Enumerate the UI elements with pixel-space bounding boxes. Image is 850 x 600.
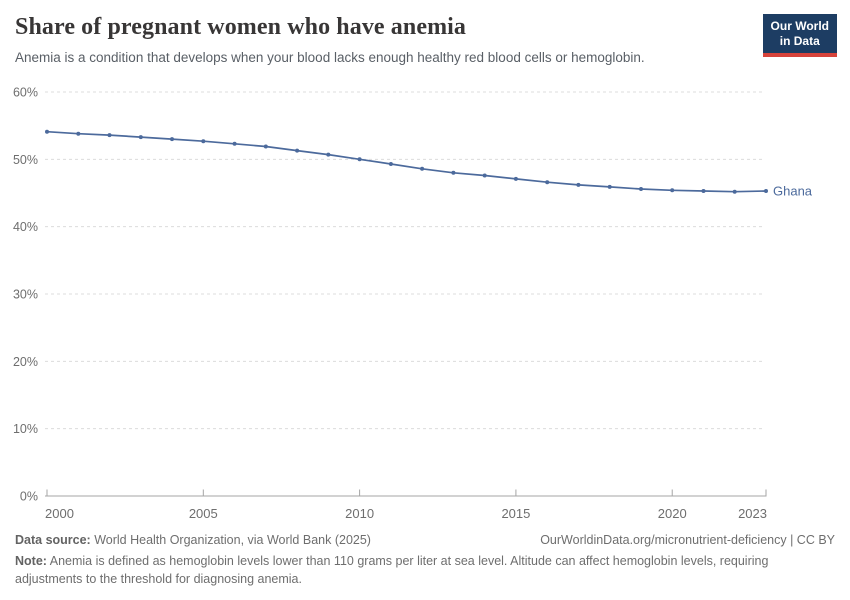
owid-logo[interactable]: Our World in Data <box>762 14 837 57</box>
data-point[interactable] <box>576 182 581 187</box>
data-point[interactable] <box>545 180 550 185</box>
note-text: Anemia is defined as hemoglobin levels l… <box>15 554 769 587</box>
owid-logo-line1: Our World <box>770 19 829 33</box>
note-label: Note: <box>15 554 47 569</box>
chart-header: Share of pregnant women who have anemia … <box>15 14 750 65</box>
data-source-text: World Health Organization, via World Ban… <box>90 533 371 547</box>
y-axis-tick-label: 40% <box>13 220 38 234</box>
data-point[interactable] <box>170 137 174 142</box>
data-point[interactable] <box>45 129 49 134</box>
series-end-label[interactable]: Ghana <box>773 183 813 198</box>
chart-plot-area[interactable]: 0% 10% 20% 30% 40% 50% 60% 2000 2005 2010 2015 2020… <box>0 78 850 528</box>
y-axis-tick-label: 50% <box>13 153 38 167</box>
y-axis-tick-label: 20% <box>13 355 38 369</box>
y-axis-tick-label: 10% <box>13 422 38 436</box>
data-point[interactable] <box>732 189 737 194</box>
x-axis-tick-label: 2020 <box>658 506 687 521</box>
data-point[interactable] <box>701 189 706 193</box>
y-axis-tick-label: 30% <box>13 288 38 302</box>
data-line-ghana[interactable] <box>46 130 767 193</box>
data-point[interactable] <box>201 139 206 144</box>
data-source: Data source: World Health Organization, … <box>15 531 371 549</box>
data-point[interactable] <box>357 157 362 162</box>
footer-note: Note: Anemia is defined as hemoglobin le… <box>15 552 827 588</box>
data-point[interactable] <box>76 131 81 136</box>
data-point[interactable] <box>232 141 237 146</box>
owid-cc-link[interactable]: OurWorldinData.org/micronutrient-deficie… <box>540 533 835 547</box>
data-point[interactable] <box>607 184 612 189</box>
data-point[interactable] <box>670 188 675 193</box>
data-point[interactable] <box>295 148 300 153</box>
owid-logo-line2: in Data <box>779 34 820 48</box>
chart-footer: Data source: World Health Organization, … <box>15 531 835 588</box>
footer-source-row: Data source: World Health Organization, … <box>15 531 835 549</box>
data-point[interactable] <box>451 170 456 175</box>
data-point[interactable] <box>513 176 518 181</box>
data-point[interactable] <box>420 166 425 171</box>
line-chart-canvas[interactable]: 0% 10% 20% 30% 40% 50% 60% 2000 2005 2010 2015 2020… <box>0 78 850 528</box>
x-axis-tick-label: 2015 <box>501 506 530 521</box>
x-axis-tick-label: 2005 <box>189 506 218 521</box>
x-axis-tick-label: 2000 <box>45 506 74 521</box>
data-point[interactable] <box>482 173 487 178</box>
data-point[interactable] <box>326 152 331 157</box>
data-point[interactable] <box>388 162 393 166</box>
x-axis-tick-label: 2010 <box>345 506 374 521</box>
data-point[interactable] <box>138 135 143 140</box>
data-point[interactable] <box>107 133 112 138</box>
data-point[interactable] <box>639 187 643 191</box>
x-axis-tick-label: 2023 <box>738 506 767 521</box>
data-point[interactable] <box>764 189 768 193</box>
data-source-label: Data source: <box>15 533 91 547</box>
data-point[interactable] <box>263 144 268 149</box>
y-axis-tick-label: 60% <box>13 86 38 100</box>
chart-subtitle: Anemia is a condition that develops when… <box>15 50 645 65</box>
y-axis-tick-label: 0% <box>20 490 38 504</box>
chart-title: Share of pregnant women who have anemia <box>15 14 467 40</box>
